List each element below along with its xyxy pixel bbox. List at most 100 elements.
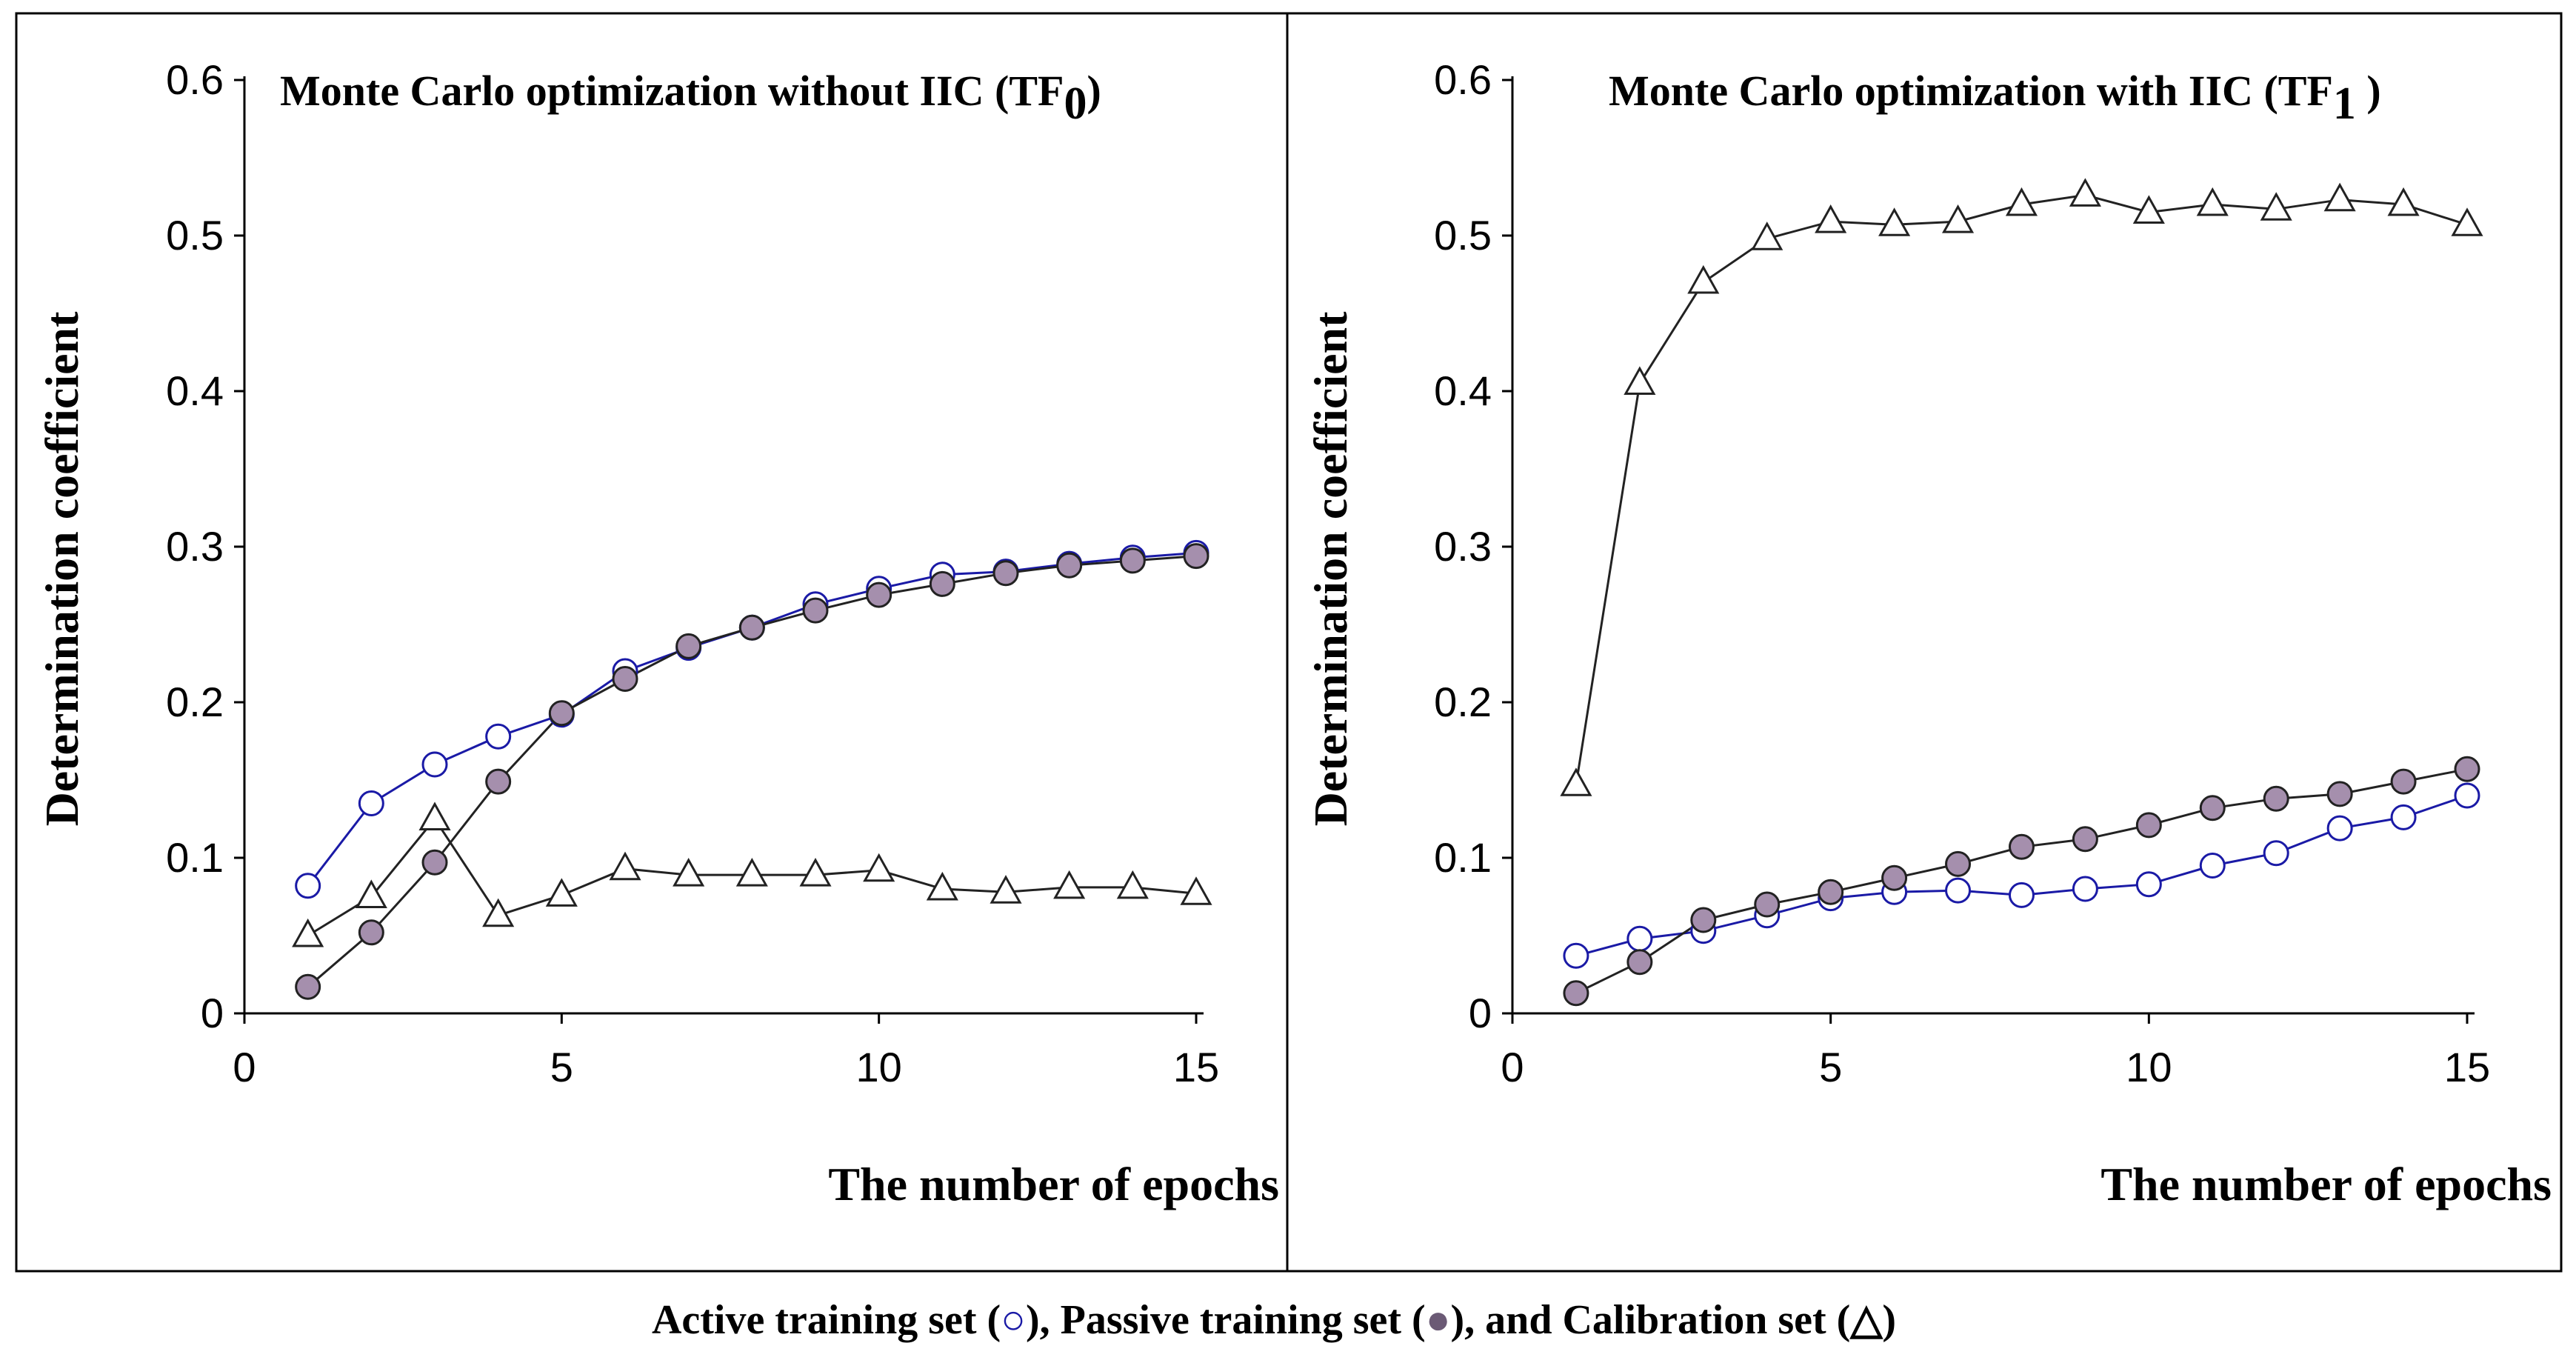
x-tick-label: 15 <box>1173 1044 1219 1090</box>
data-point-passive <box>1626 949 1653 976</box>
chart-panel-2: 0 0.1 0.2 0.3 0.4 0.5 0.6 0 5 10 15 Monte Carlo opt… <box>1304 56 2552 1210</box>
data-point-calibration <box>735 858 768 887</box>
data-point-passive <box>358 919 384 946</box>
data-point-calibration <box>990 875 1022 904</box>
y-tick-label: 0 <box>1469 990 1492 1036</box>
data-point-active <box>485 723 512 750</box>
y-tick-label: 0.4 <box>166 367 224 414</box>
data-point-active <box>2199 853 2226 879</box>
y-axis-label: Determination coefficient <box>36 311 88 827</box>
series-line-open-circle <box>307 551 1197 887</box>
y-tick-label: 0.1 <box>1434 834 1492 881</box>
data-point-calibration <box>799 858 832 887</box>
data-point-passive <box>1818 879 1844 905</box>
legend-caption: Active training set (○), Passive trainin… <box>652 1297 1896 1343</box>
data-point-passive <box>548 700 575 727</box>
data-point-passive <box>992 560 1019 587</box>
data-point-calibration <box>1815 204 1847 233</box>
data-point-calibration <box>1941 204 1975 233</box>
caption-filled-circle-icon: ● <box>1426 1297 1451 1343</box>
data-point-calibration <box>2451 207 2483 236</box>
data-point-calibration <box>2005 187 2038 216</box>
data-point-active <box>2326 815 2353 842</box>
data-point-calibration <box>2323 182 2356 212</box>
data-point-passive <box>675 633 702 659</box>
data-point-calibration <box>673 858 705 887</box>
data-point-active <box>295 873 321 899</box>
data-point-active <box>2008 882 2035 908</box>
data-point-calibration <box>1116 870 1149 899</box>
data-point-calibration <box>1751 221 1783 250</box>
y-tick-label: 0.1 <box>166 834 224 881</box>
data-point-passive <box>421 849 448 876</box>
data-point-passive <box>1945 850 1972 877</box>
data-point-calibration <box>545 878 578 907</box>
caption-active-label: Active training set ( <box>652 1297 1001 1343</box>
data-point-calibration <box>1878 207 1911 236</box>
caption-calibration-label: ), and Calibration set ( <box>1451 1297 1851 1343</box>
chart-title-close: ) <box>1087 67 1101 115</box>
data-point-active <box>1945 877 1972 904</box>
data-point-active <box>421 751 448 778</box>
data-point-passive <box>2326 781 2353 807</box>
chart-title-subscript: 0 <box>1064 79 1087 129</box>
data-point-calibration <box>2260 192 2292 221</box>
y-tick-label: 0.6 <box>166 56 224 103</box>
caption-triangle-icon: △ <box>1849 1297 1883 1343</box>
data-point-passive <box>295 973 321 1000</box>
data-point-passive <box>612 666 638 692</box>
data-point-passive <box>2390 768 2417 795</box>
y-tick-label: 0.4 <box>1434 367 1492 414</box>
data-point-active <box>2263 840 2289 867</box>
x-tick-label: 10 <box>2126 1044 2172 1090</box>
y-tick-label: 0.5 <box>1434 212 1492 259</box>
chart-title-subscript: 1 <box>2333 79 2356 129</box>
data-point-passive <box>2072 826 2098 853</box>
data-point-passive <box>2454 756 2480 782</box>
data-point-passive <box>2199 795 2226 822</box>
x-tick-label: 0 <box>233 1044 256 1090</box>
data-point-calibration <box>292 918 324 947</box>
data-point-calibration <box>418 802 451 830</box>
chart-title-main: Monte Carlo optimization with IIC (TF <box>1609 67 2333 115</box>
data-point-calibration <box>1180 876 1212 905</box>
data-point-passive <box>1119 547 1146 574</box>
data-point-passive <box>2008 833 2035 860</box>
data-point-passive <box>1754 891 1781 918</box>
data-point-passive <box>485 768 512 795</box>
data-point-calibration <box>355 879 387 908</box>
data-point-calibration <box>1687 264 1720 294</box>
chart-title: Monte Carlo optimization without IIC (TF… <box>280 67 1101 129</box>
data-point-calibration <box>1053 870 1086 899</box>
chart-title: Monte Carlo optimization with IIC (TF1 ) <box>1609 67 2381 129</box>
chart-title-main: Monte Carlo optimization without IIC (TF <box>280 67 1064 115</box>
y-tick-label: 0.5 <box>166 212 224 259</box>
caption-open-circle-icon: ○ <box>1001 1297 1026 1343</box>
data-point-passive <box>1690 907 1717 933</box>
x-axis-label: The number of epochs <box>828 1158 1279 1210</box>
y-tick-label: 0.3 <box>1434 523 1492 570</box>
data-point-passive <box>802 597 829 624</box>
data-point-active <box>2454 782 2480 809</box>
x-axis-label: The number of epochs <box>2100 1158 2552 1210</box>
data-point-calibration <box>1560 767 1592 796</box>
data-point-calibration <box>863 853 895 882</box>
y-tick-label: 0 <box>201 990 224 1036</box>
data-point-passive <box>929 570 955 597</box>
data-point-calibration <box>2196 187 2229 216</box>
x-tick-label: 10 <box>856 1044 902 1090</box>
data-point-passive <box>738 614 765 641</box>
caption-passive-label: ), Passive training set ( <box>1026 1297 1426 1343</box>
x-tick-label: 0 <box>1501 1044 1524 1090</box>
data-point-passive <box>1056 552 1083 579</box>
data-point-calibration <box>2132 195 2165 224</box>
data-point-calibration <box>482 898 515 927</box>
y-tick-label: 0.2 <box>1434 679 1492 725</box>
chart-title-close: ) <box>2356 67 2381 115</box>
data-point-passive <box>866 581 892 608</box>
data-point-calibration <box>926 871 958 901</box>
data-point-calibration <box>609 851 641 881</box>
data-point-active <box>1626 925 1653 952</box>
data-point-passive <box>2263 785 2289 812</box>
